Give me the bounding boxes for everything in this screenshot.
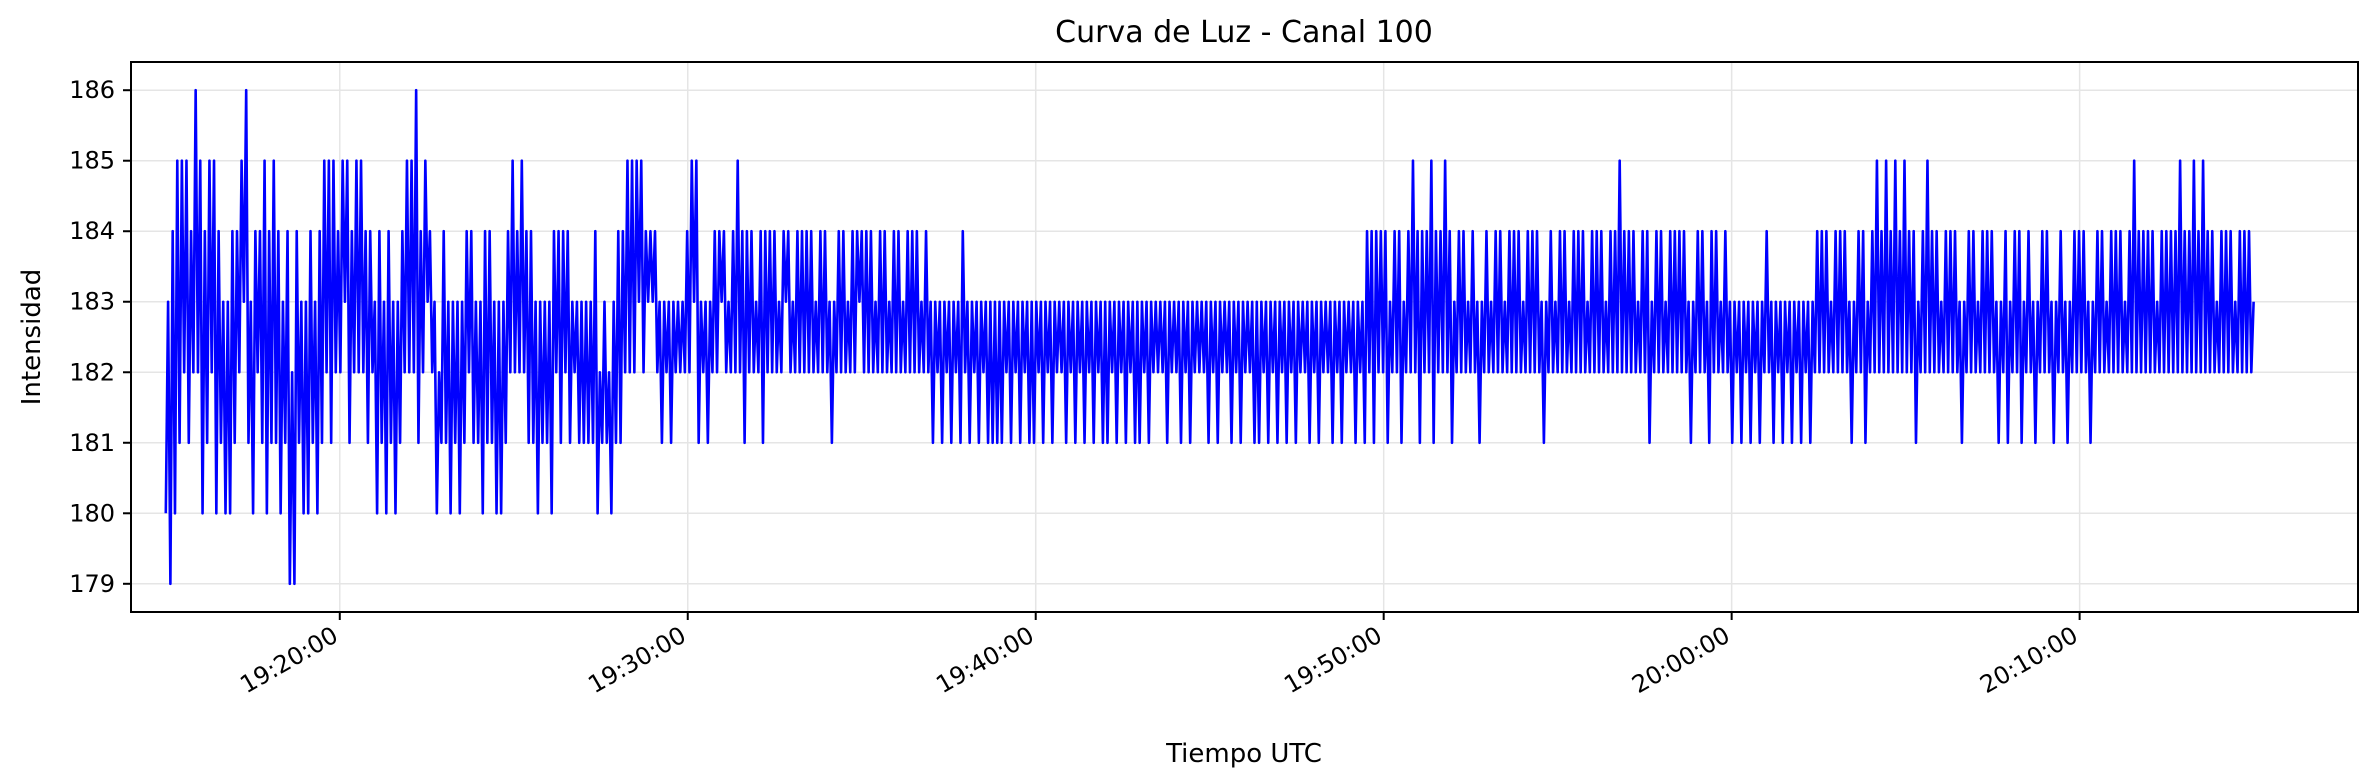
y-tick-label: 182 [69,358,115,386]
x-tick-label: 20:10:00 [1975,621,2082,699]
x-axis: 19:20:00 19:30:00 19:40:00 19:50:00 20:00:00… [235,612,2083,699]
y-tick-label: 183 [69,288,115,316]
x-tick-label: 19:40:00 [931,621,1038,699]
x-tick-label: 19:20:00 [235,621,342,699]
chart-title: Curva de Luz - Canal 100 [1055,15,1433,50]
plot-area [164,88,2255,586]
y-tick-label: 181 [69,429,115,457]
x-axis-label: Tiempo UTC [1165,739,1322,769]
axes-frame [130,61,2359,613]
y-tick-label: 185 [69,147,115,175]
x-tick-label: 19:30:00 [583,621,690,699]
y-axis-label: Intensidad [17,269,47,406]
y-tick-label: 184 [69,217,115,245]
y-tick-label: 180 [69,499,115,527]
x-tick-label: 19:50:00 [1279,621,1386,699]
y-tick-label: 179 [69,570,115,598]
series-line [164,88,2255,586]
x-tick-label: 20:00:00 [1627,621,1734,699]
y-axis: 179 180 181 182 183 184 185 186 [69,76,131,598]
y-tick-label: 186 [69,76,115,104]
